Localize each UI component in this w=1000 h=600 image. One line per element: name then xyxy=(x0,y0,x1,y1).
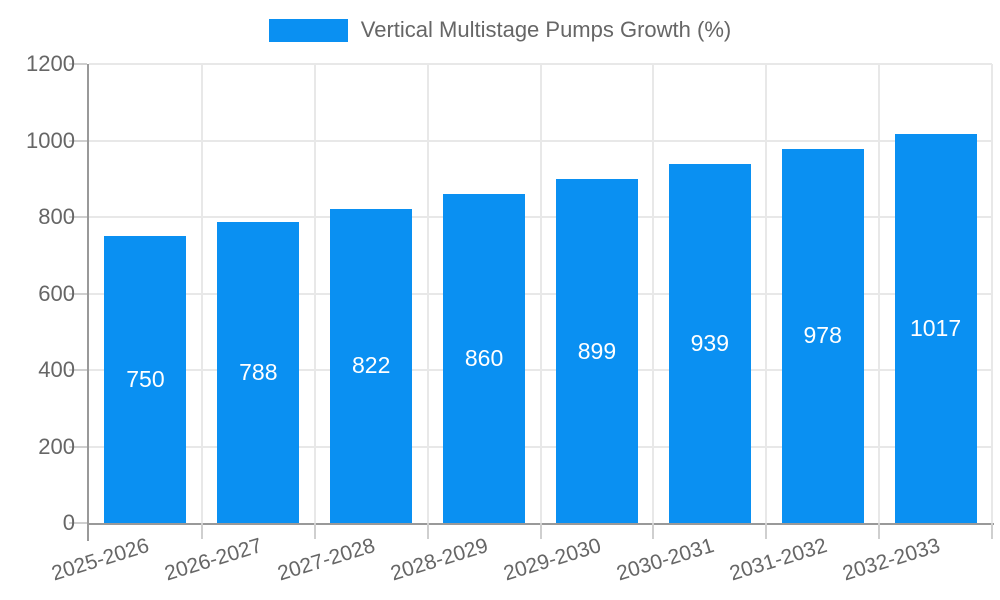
x-gridline xyxy=(991,64,993,523)
legend[interactable]: Vertical Multistage Pumps Growth (%) xyxy=(0,17,1000,43)
x-tick xyxy=(991,523,993,539)
legend-swatch xyxy=(268,18,348,42)
bar[interactable]: 1017 xyxy=(894,133,977,523)
x-tick xyxy=(878,523,881,539)
x-tick xyxy=(539,523,542,539)
y-tick xyxy=(69,139,87,142)
x-gridline xyxy=(426,64,429,523)
x-tick xyxy=(426,523,429,539)
x-tick xyxy=(652,523,655,539)
bar-value-label: 978 xyxy=(803,322,842,349)
x-gridline xyxy=(539,64,542,523)
x-gridline xyxy=(652,64,655,523)
y-tick-label: 400 xyxy=(38,357,75,382)
bar[interactable]: 860 xyxy=(443,194,526,523)
x-gridline xyxy=(200,64,203,523)
y-tick xyxy=(69,63,87,65)
bar-value-label: 899 xyxy=(577,337,617,364)
bar[interactable]: 822 xyxy=(330,208,413,523)
bar[interactable]: 978 xyxy=(781,148,864,523)
y-tick-label: 1000 xyxy=(26,127,75,153)
x-tick xyxy=(200,523,203,539)
x-tick xyxy=(765,523,768,539)
bar[interactable]: 899 xyxy=(555,179,638,523)
bar-value-label: 1017 xyxy=(909,314,962,341)
bar-value-label: 860 xyxy=(464,345,504,372)
bar[interactable]: 750 xyxy=(104,236,187,523)
bar[interactable]: 939 xyxy=(668,163,751,523)
bar[interactable]: 788 xyxy=(217,221,300,523)
bar-value-label: 822 xyxy=(352,352,391,379)
y-tick-label: 600 xyxy=(38,280,75,306)
x-tick xyxy=(313,523,316,539)
bar-value-label: 788 xyxy=(239,358,278,385)
bar-value-label: 939 xyxy=(690,329,729,356)
x-gridline xyxy=(313,64,316,523)
y-tick-label: 800 xyxy=(38,204,75,229)
y-tick-label: 1200 xyxy=(26,51,75,76)
y-tick xyxy=(69,216,87,218)
y-tick-label: 0 xyxy=(62,510,75,535)
y-tick xyxy=(69,522,87,524)
x-gridline xyxy=(765,64,768,523)
x-gridline xyxy=(878,64,881,523)
y-axis-line xyxy=(87,64,89,541)
y-tick xyxy=(69,369,87,371)
y-tick xyxy=(69,445,87,448)
y-tick-label: 200 xyxy=(38,433,75,459)
y-tick xyxy=(69,292,87,295)
legend-label: Vertical Multistage Pumps Growth (%) xyxy=(360,17,732,42)
bar-value-label: 750 xyxy=(126,366,165,393)
